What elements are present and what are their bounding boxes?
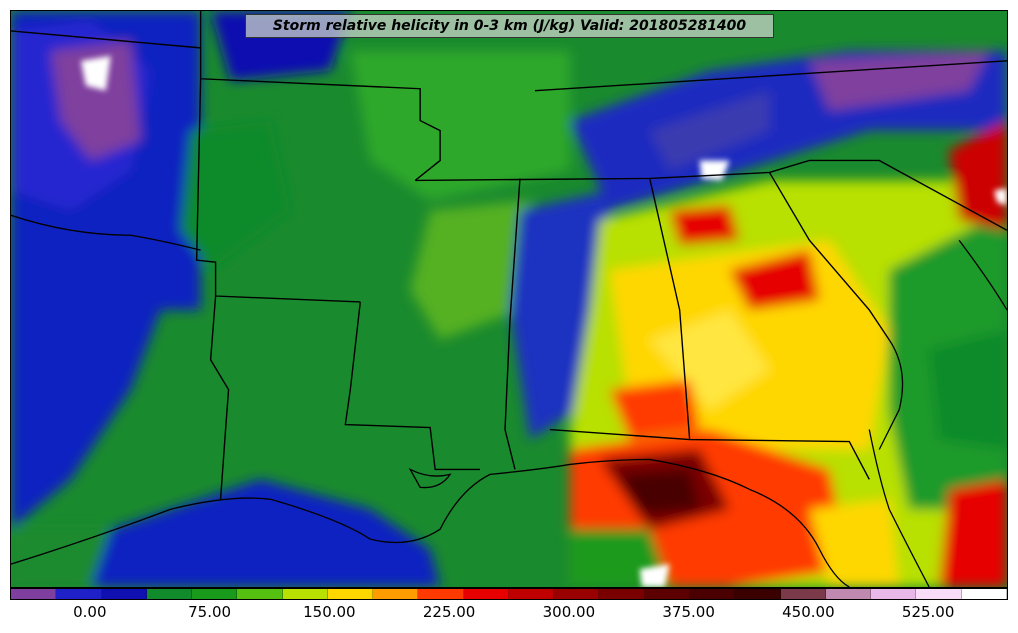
colorbar-segment [327, 589, 374, 599]
colorbar-segment [146, 589, 193, 599]
map-panel [10, 10, 1008, 588]
helicity-map [11, 11, 1007, 587]
colorbar-segment [916, 589, 962, 599]
colorbar-tick-label: 75.00 [188, 603, 232, 621]
colorbar-tick-label: 525.00 [901, 603, 955, 621]
helicity-field [11, 11, 1007, 587]
colorbar-labels: 0.00 75.00 150.00 225.00 300.00 375.00 450.00 5… [10, 601, 1008, 623]
colorbar-tick-label: 150.00 [303, 603, 356, 621]
colorbar-tick-label: 300.00 [542, 603, 596, 621]
colorbar-segment [780, 589, 826, 599]
colorbar-segment [418, 589, 464, 599]
colorbar-tick-label: 225.00 [422, 603, 476, 621]
colorbar-segment [56, 589, 102, 599]
colorbar-segment [11, 589, 57, 599]
coastline [11, 214, 1007, 587]
colorbar-segment [825, 589, 872, 599]
colorbar-segment [871, 589, 917, 599]
colorbar-tick-label: 0.00 [73, 603, 107, 621]
colorbar-segment [192, 589, 238, 599]
colorbar-segment [554, 589, 600, 599]
colorbar-segment [463, 589, 509, 599]
colorbar-segment [961, 589, 1007, 599]
colorbar [10, 588, 1008, 600]
colorbar-segment [101, 589, 147, 599]
colorbar-segment [644, 589, 690, 599]
map-title: Storm relative helicity in 0-3 km (J/kg)… [245, 14, 774, 38]
colorbar-segment [237, 589, 283, 599]
state-boundaries [11, 11, 1007, 500]
colorbar-segment [508, 589, 555, 599]
colorbar-tick-label: 450.00 [782, 603, 835, 621]
colorbar-segment [373, 589, 419, 599]
colorbar-segment [599, 589, 645, 599]
colorbar-segment [689, 589, 736, 599]
colorbar-segment [282, 589, 328, 599]
colorbar-tick-label: 375.00 [662, 603, 715, 621]
colorbar-segment [735, 589, 781, 599]
